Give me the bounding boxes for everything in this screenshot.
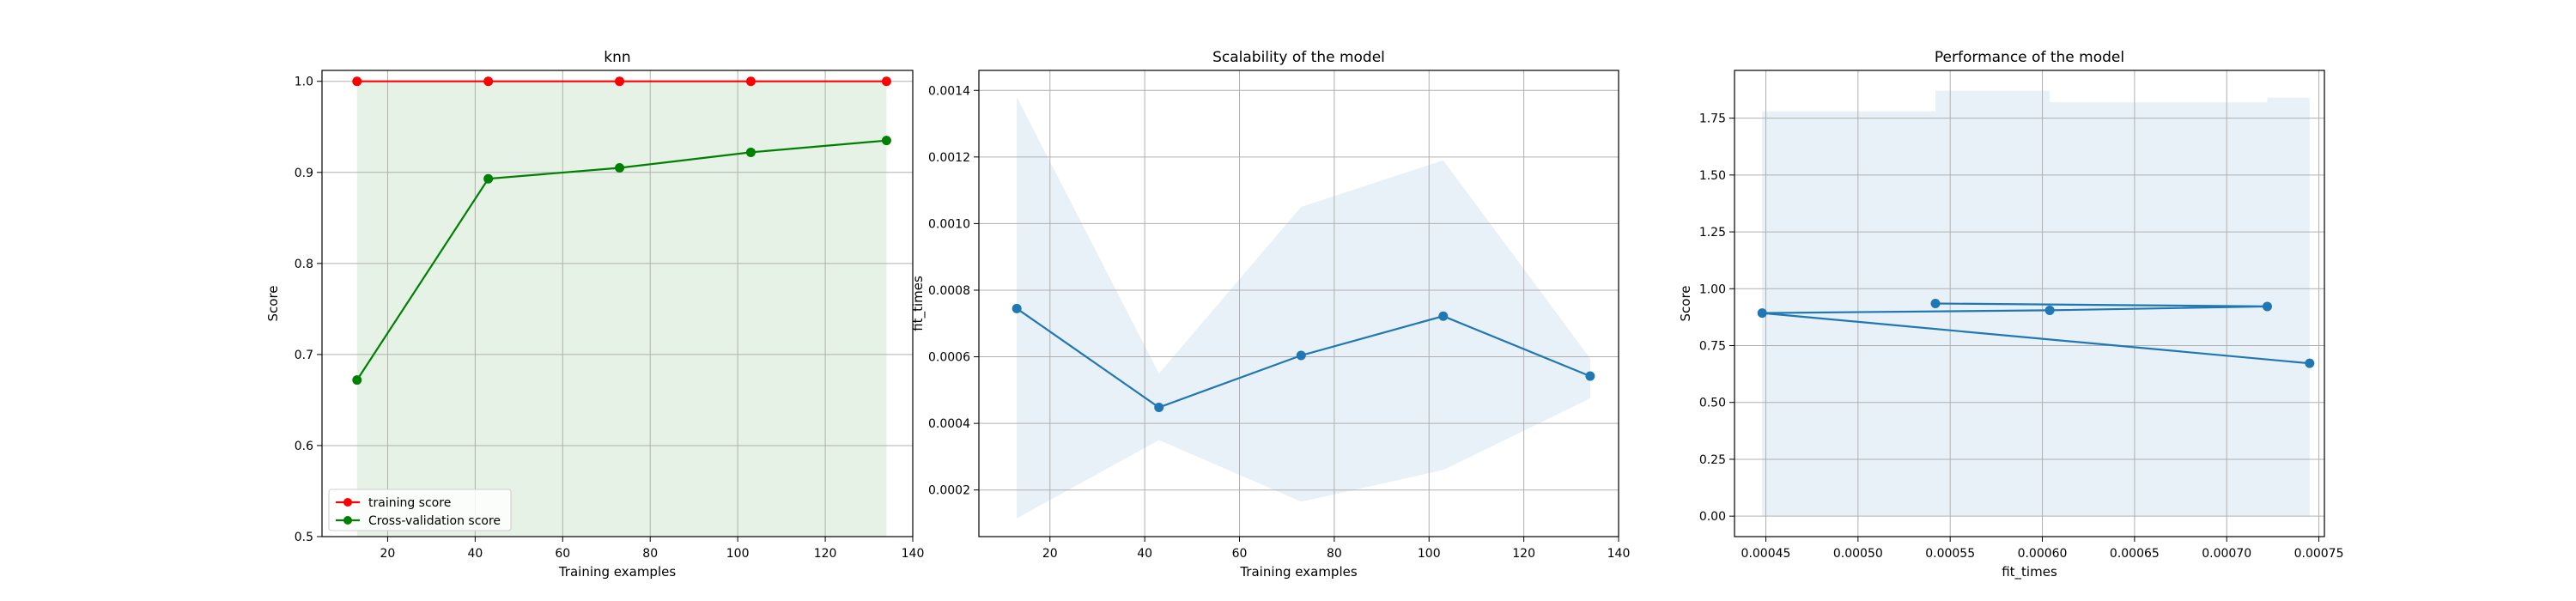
data-point: [2044, 305, 2055, 315]
y-tick-label: 1.75: [1699, 112, 1726, 126]
legend-label: training score: [368, 496, 451, 510]
data-point: [1296, 350, 1306, 361]
x-tick-label: 60: [555, 547, 570, 561]
y-tick-label: 0.8: [295, 258, 313, 271]
confidence-band-1: [1017, 97, 1590, 519]
y-tick-label: 0.0006: [928, 351, 970, 365]
y-axis-label: Score: [265, 285, 281, 321]
data-point: [2305, 358, 2315, 368]
plot-frame: [978, 70, 1619, 537]
y-tick-label: 0.0014: [928, 84, 970, 98]
data-point: [1930, 299, 1941, 308]
y-tick-label: 1.0: [295, 76, 313, 89]
chart-title: Scalability of the model: [1212, 49, 1385, 66]
data-point: [1154, 403, 1164, 413]
chart-panel-2: 20 40 60 80 100 120 140 0.0002 0.0004 0.0006 0.000…: [910, 49, 1630, 580]
legend-label: Cross-validation score: [368, 514, 501, 528]
y-tick-label: 1.25: [1699, 226, 1726, 240]
y-tick-label: 0.50: [1699, 397, 1726, 410]
y-axis-label: Score: [1678, 285, 1693, 321]
y-tick-label: 0.0002: [928, 484, 970, 498]
y-tick-label: 0.00: [1699, 510, 1726, 524]
x-tick-label: 0.00060: [2018, 547, 2068, 561]
x-tick-label: 140: [902, 547, 925, 561]
x-tick-label: 120: [1512, 547, 1535, 561]
data-point: [1438, 311, 1449, 321]
plot-frame: [321, 70, 914, 537]
data-point: [881, 76, 891, 87]
y-tick-label: 0.0008: [928, 284, 970, 298]
y-tick-label: 0.0012: [928, 151, 970, 165]
x-tick-label: 100: [726, 547, 750, 561]
data-point: [745, 76, 756, 87]
x-tick-label: 0.00070: [2202, 547, 2251, 561]
x-tick-label: 120: [814, 547, 837, 561]
x-axis-label: Training examples: [1239, 564, 1358, 580]
chart-title: Performance of the model: [1935, 49, 2124, 66]
y-tick-label: 0.0004: [928, 417, 970, 431]
x-tick-label: 0.00075: [2294, 547, 2344, 561]
data-point: [2262, 301, 2272, 312]
data-point: [1012, 303, 1022, 313]
x-axis-label: fit_times: [2002, 564, 2057, 580]
x-tick-label: 0.00055: [1925, 547, 1975, 561]
x-tick-label: 40: [467, 547, 483, 561]
legend-swatch-marker: [343, 516, 352, 525]
chart-panel-1: 20 40 60 80 100 120 140 0.5 0.6 0.7 0.8 0.9 1.0 knn Tr…: [265, 49, 924, 580]
data-point: [483, 173, 494, 184]
y-tick-label: 0.6: [295, 440, 313, 453]
data-point: [352, 76, 362, 87]
x-tick-label: 60: [1232, 547, 1248, 561]
legend-box: [328, 489, 512, 531]
x-tick-label: 20: [1042, 547, 1058, 561]
data-point: [352, 375, 362, 385]
x-tick-label: 0.00045: [1741, 547, 1791, 561]
x-tick-label: 80: [1327, 547, 1342, 561]
legend-swatch-marker: [343, 498, 352, 507]
chart-panel-3: 0.00045 0.00050 0.00055 0.00060 0.00065 0.000…: [1678, 49, 2344, 580]
y-tick-label: 0.5: [295, 531, 313, 544]
data-point: [483, 76, 494, 87]
data-point: [881, 136, 891, 146]
plot-frame: [1734, 70, 2325, 537]
x-tick-label: 80: [642, 547, 658, 561]
x-tick-label: 100: [1418, 547, 1441, 561]
x-tick-label: 40: [1137, 547, 1152, 561]
legend: training score Cross-validation score: [328, 489, 512, 531]
y-tick-label: 1.00: [1699, 282, 1726, 296]
confidence-band-2: [356, 81, 887, 537]
chart-title: knn: [604, 49, 630, 66]
data-point: [1585, 371, 1595, 381]
y-axis-label: fit_times: [910, 276, 927, 331]
data-point: [615, 76, 625, 87]
x-tick-label: 140: [1607, 547, 1631, 561]
x-tick-label: 0.00050: [1833, 547, 1883, 561]
data-point: [745, 147, 756, 157]
y-tick-label: 0.9: [295, 167, 313, 180]
y-tick-label: 1.50: [1699, 169, 1726, 183]
x-tick-label: 0.00065: [2110, 547, 2160, 561]
x-tick-label: 20: [380, 547, 396, 561]
y-tick-label: 0.75: [1699, 340, 1726, 354]
y-tick-label: 0.7: [295, 349, 313, 362]
x-axis-label: Training examples: [558, 564, 677, 580]
y-tick-label: 0.25: [1699, 453, 1726, 467]
y-tick-label: 0.0010: [928, 217, 970, 231]
data-point: [615, 162, 625, 173]
data-point: [1757, 308, 1767, 319]
